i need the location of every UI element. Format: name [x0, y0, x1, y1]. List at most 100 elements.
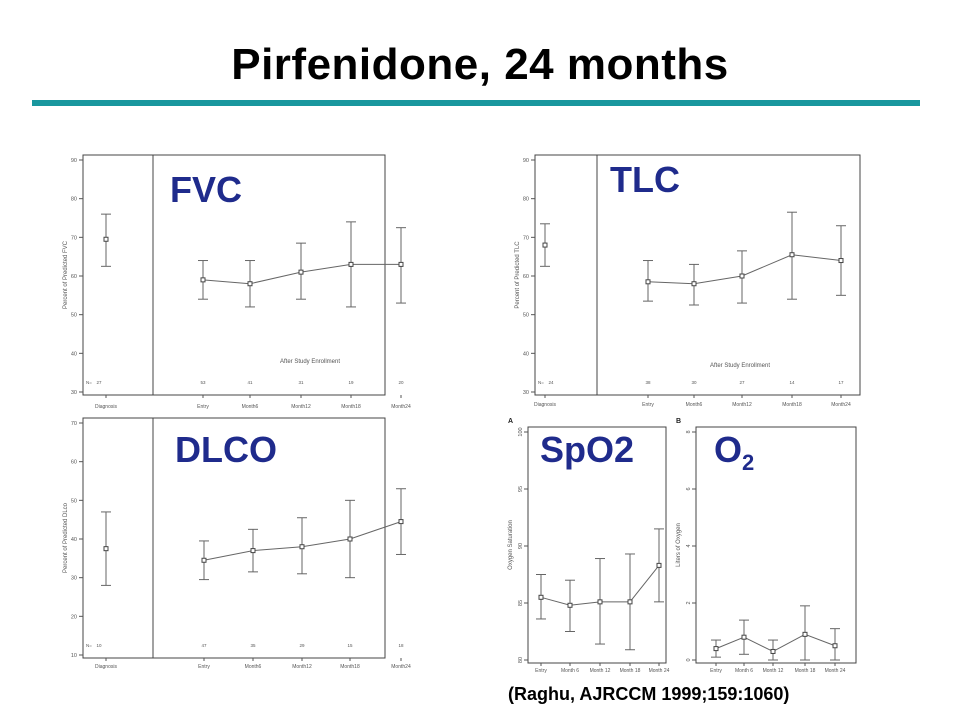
dlco-xtick-label: Month18	[340, 664, 360, 670]
fvc-xtick-label: Month12	[291, 404, 311, 410]
dlco-n-value: 15	[347, 643, 353, 648]
tlc-series-line	[647, 254, 842, 285]
spo2-xtick-label: Month 6	[561, 668, 579, 674]
tlc-n-value: 38	[645, 380, 651, 385]
dlco-ytick-label: 20	[71, 614, 77, 620]
fvc-data-point	[398, 261, 404, 267]
o2-series-line	[715, 633, 836, 653]
o2-ytick-label: 4	[686, 544, 692, 547]
spo2-data-point	[627, 599, 633, 605]
citation: (Raghu, AJRCCM 1999;159:1060)	[508, 684, 790, 704]
tlc-n-value: 17	[838, 380, 844, 385]
tlc-ytick-label: 80	[523, 197, 529, 203]
dlco-ytick-label: 40	[71, 537, 77, 543]
o2-panel-letter: B	[676, 418, 681, 425]
tlc-data-point	[739, 273, 745, 279]
spo2-label: SpO2	[540, 429, 635, 470]
o2-data-point	[832, 643, 838, 649]
dlco-ytick-label: 70	[71, 421, 77, 427]
fvc-data-point	[200, 277, 206, 283]
dlco-n-value: 18	[398, 643, 404, 648]
fvc-ytick-label: 40	[71, 351, 77, 357]
o2-ylabel: Liters of Oxygen	[676, 523, 682, 567]
dlco-data-point	[103, 546, 109, 552]
dlco-data-point	[398, 519, 404, 525]
o2-ytick-label: 0	[686, 658, 692, 661]
tlc-ylabel: Percent of Predicted TLC	[515, 241, 521, 309]
dlco-ytick-label: 50	[71, 498, 77, 504]
tlc-n-value: 27	[739, 380, 745, 385]
spo2-data-point	[567, 602, 573, 608]
dlco-n-value: 29	[299, 643, 305, 648]
fvc-chart: 30 40 50 60 70 80 90 Percent of Predicted FVC Di…	[63, 154, 411, 410]
tlc-data-point	[645, 279, 651, 285]
tlc-annotation: After Study Enrollment	[710, 363, 770, 369]
tlc-ytick-label: 50	[523, 313, 529, 319]
spo2-ytick-label: 80	[518, 657, 524, 663]
fvc-ytick-label: 80	[71, 197, 77, 203]
tlc-data-point	[789, 252, 795, 258]
o2-data-point	[713, 646, 719, 652]
o2-data-point	[741, 634, 747, 640]
dlco-plot-frame	[82, 417, 386, 659]
o2-xtick-label: Month 18	[795, 668, 816, 674]
tlc-label: TLC	[610, 159, 680, 200]
o2-ytick-label: 6	[686, 487, 692, 490]
spo2-chart: 80 85 90 95 100 Oxygen Saturation A Entry Month …	[508, 418, 670, 674]
tlc-n-value: 30	[691, 380, 697, 385]
fvc-n-value: 31	[298, 380, 304, 385]
tlc-chart: 30 40 50 60 70 80 90 Percent of Predicted TLC Di…	[515, 154, 861, 408]
spo2-ytick-label: 100	[518, 427, 524, 436]
dlco-data-point	[347, 536, 353, 542]
fvc-data-point	[298, 269, 304, 275]
tlc-data-point	[838, 258, 844, 264]
dlco-xtick-label: Month24	[391, 664, 411, 670]
fvc-xtick-label: Month6	[242, 404, 259, 410]
dlco-xtick-label: Diagnosis	[95, 664, 117, 670]
spo2-plot-frame	[527, 426, 667, 664]
spo2-xtick-label: Entry	[535, 668, 547, 674]
o2-xtick-label: Month 24	[825, 668, 846, 674]
tlc-xtick-label: Diagnosis	[534, 402, 556, 408]
o2-ytick-label: 8	[686, 430, 692, 433]
o2-label-text: O	[714, 429, 743, 470]
fvc-xtick-label: Month24	[391, 404, 411, 410]
dlco-n-value: 47	[201, 643, 207, 648]
o2-label: O2	[714, 432, 754, 474]
tlc-ytick-label: 40	[523, 351, 529, 357]
fvc-ytick-label: 70	[71, 235, 77, 241]
dlco-ylabel: Percent of Predicted DLco	[63, 502, 69, 573]
o2-label-subscript: 2	[742, 450, 755, 476]
dlco-chart: 10 20 30 40 50 60 70 Percent of Predicted DLco D…	[63, 417, 411, 670]
tlc-ytick-label: 30	[523, 390, 529, 396]
spo2-data-point	[538, 594, 544, 600]
dlco-n-value: 35	[250, 643, 256, 648]
o2-ytick-label: 2	[686, 601, 692, 604]
spo2-ylabel: Oxygen Saturation	[508, 520, 514, 570]
spo2-xtick-label: Month 24	[649, 668, 670, 674]
o2-data-point	[802, 631, 808, 637]
fvc-plot-frame	[82, 154, 386, 396]
fvc-ytick-label: 60	[71, 274, 77, 280]
tlc-data-point	[542, 242, 548, 248]
tlc-n-value: 24	[548, 380, 554, 385]
o2-xtick-label: Entry	[710, 668, 722, 674]
spo2-xtick-label: Month 18	[620, 668, 641, 674]
fvc-n-value: 41	[247, 380, 253, 385]
o2-plot-frame	[695, 426, 857, 664]
tlc-n-label: N=	[538, 380, 544, 385]
spo2-ytick-label: 95	[518, 486, 524, 492]
fvc-ytick-label: 90	[71, 158, 77, 164]
o2-xtick-label: Month 6	[735, 668, 753, 674]
fvc-data-point	[247, 281, 253, 287]
dlco-ytick-label: 60	[71, 460, 77, 466]
tlc-xtick-label: Month12	[732, 402, 752, 408]
fvc-ylabel: Percent of Predicted FVC	[63, 240, 69, 309]
tlc-xtick-label: Month6	[686, 402, 703, 408]
dlco-label: DLCO	[175, 429, 277, 470]
tlc-xtick-label: Month24	[831, 402, 851, 408]
tlc-ytick-label: 70	[523, 235, 529, 241]
fvc-xtick-label: Month18	[341, 404, 361, 410]
fvc-n-value: 27	[96, 380, 102, 385]
dlco-ytick-label: 10	[71, 653, 77, 659]
